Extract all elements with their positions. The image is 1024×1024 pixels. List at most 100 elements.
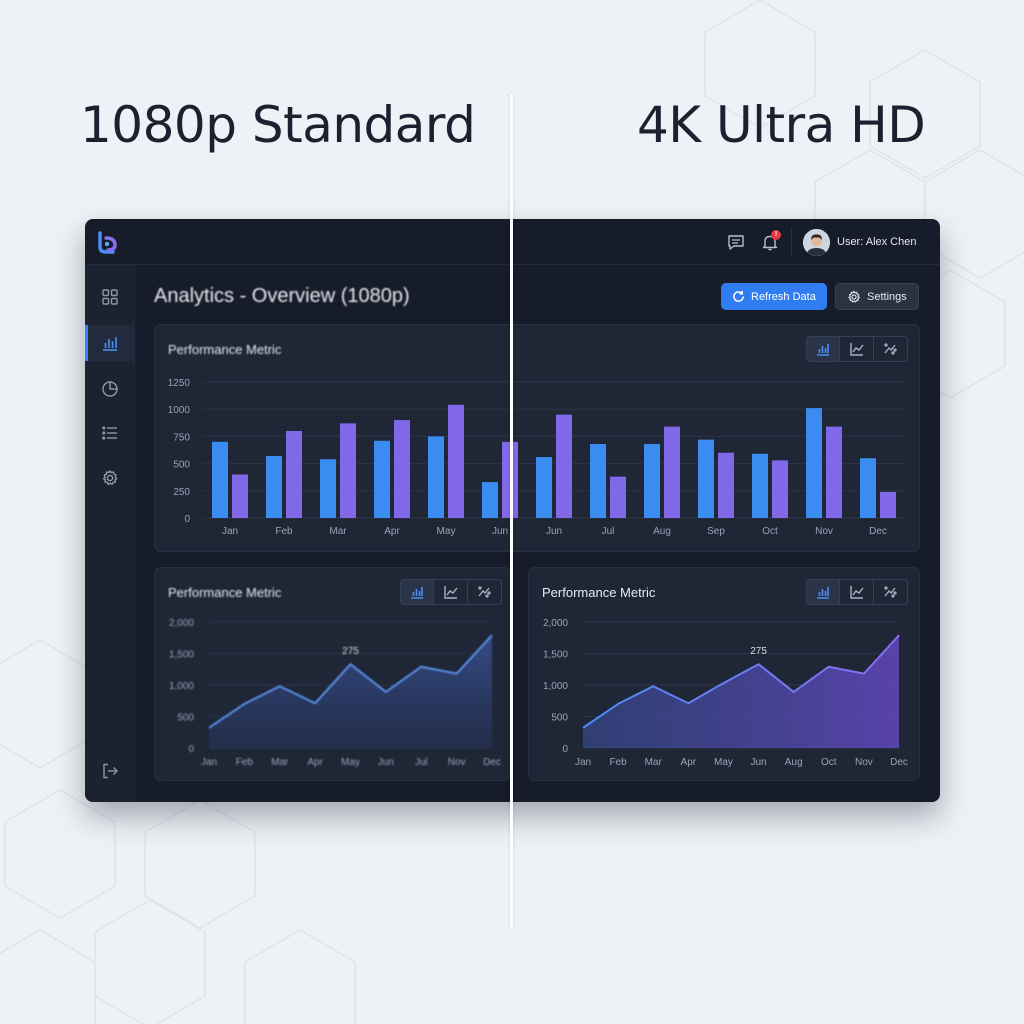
scatter-chart-icon — [884, 343, 897, 355]
bar-chart-icon — [411, 587, 424, 599]
x-tick-label: Apr — [384, 526, 400, 537]
line-view-button[interactable] — [840, 337, 874, 361]
resolution-label-left: 1080p Standard — [80, 96, 476, 154]
y-tick-label: 500 — [177, 713, 194, 724]
bar — [374, 440, 390, 518]
x-tick-label: Jun — [750, 757, 766, 768]
bar — [482, 482, 498, 518]
y-tick-label: 1,500 — [169, 650, 194, 661]
bar — [394, 420, 410, 518]
area-line — [208, 634, 493, 729]
gear-icon — [102, 470, 118, 486]
x-tick-label: Nov — [815, 526, 833, 537]
y-tick-label: 750 — [173, 432, 190, 443]
sidebar-item-settings[interactable] — [85, 460, 135, 496]
chart-title: Performance Metric — [542, 585, 656, 600]
sidebar-item-analytics[interactable] — [85, 325, 135, 361]
bar-chart-icon — [817, 344, 830, 356]
bar-chart-icon — [103, 337, 117, 351]
bar-view-button[interactable] — [807, 580, 841, 604]
x-tick-label: Aug — [785, 757, 803, 768]
data-annotation: 275 — [750, 646, 767, 657]
settings-button[interactable]: Settings — [835, 283, 919, 310]
x-tick-label: Dec — [869, 526, 887, 537]
scatter-view-button[interactable] — [874, 337, 907, 361]
refresh-data-button[interactable]: Refresh Data — [721, 283, 827, 310]
chart-type-toggle — [400, 579, 502, 605]
bar — [644, 444, 660, 518]
area-chart: 0 500 1,000 1,500 2,000 Jan Feb Mar Apr May Jun Jul… — [169, 618, 501, 768]
logout-icon — [103, 763, 118, 779]
sidebar-item-list[interactable] — [85, 415, 135, 451]
bar-chart-icon — [817, 587, 830, 599]
x-tick-label: Jan — [575, 757, 591, 768]
user-avatar[interactable] — [803, 229, 830, 256]
bar-chart: 0 250 500 750 1000 1250 Jan Feb Mar Apr May Jun Jun J… — [168, 378, 905, 537]
avatar-portrait — [803, 229, 830, 256]
y-tick-label: 1000 — [168, 405, 191, 416]
notification-badge: ! — [771, 230, 781, 240]
bar — [556, 414, 572, 518]
settings-label: Settings — [867, 290, 907, 303]
line-chart-icon — [443, 586, 458, 599]
refresh-icon — [733, 290, 744, 302]
topbar-divider — [791, 229, 792, 257]
sidebar-item-reports[interactable] — [85, 371, 135, 407]
line-view-button[interactable] — [434, 580, 468, 604]
bell-icon[interactable] — [761, 233, 779, 251]
x-tick-label: Jun — [378, 757, 394, 768]
y-tick-label: 0 — [562, 744, 568, 755]
y-tick-label: 0 — [184, 514, 190, 525]
comparison-divider — [510, 94, 513, 928]
line-chart-icon — [849, 586, 864, 599]
bar-chart-panel: Performance Metric 0 250 500 750 1000 1250 Jan… — [154, 324, 920, 552]
x-tick-label: Apr — [307, 757, 323, 768]
chart-type-toggle — [806, 336, 908, 362]
resolution-label-right: 4K Ultra HD — [637, 96, 926, 154]
x-tick-label: May — [341, 757, 360, 768]
x-tick-label: Mar — [329, 526, 347, 537]
area-chart-panel-1080p: Performance Metric — [154, 567, 511, 781]
y-tick-label: 1,000 — [543, 681, 568, 692]
x-tick-label: Jan — [201, 757, 217, 768]
scatter-chart-icon — [884, 586, 897, 598]
scatter-view-button[interactable] — [874, 580, 907, 604]
bar — [664, 426, 680, 518]
page-title: Analytics - Overview (1080p) — [154, 285, 410, 307]
app-logo-icon[interactable] — [95, 229, 121, 255]
bar — [536, 457, 552, 518]
bar-view-button[interactable] — [807, 337, 841, 361]
bar — [772, 460, 788, 518]
bar-view-button[interactable] — [401, 580, 435, 604]
x-tick-label: Dec — [483, 757, 501, 768]
y-tick-label: 1,000 — [169, 681, 194, 692]
x-tick-label: Sep — [707, 526, 725, 537]
sidebar-item-dashboard[interactable] — [85, 279, 135, 315]
x-tick-label: May — [714, 757, 733, 768]
area-chart-panel-4k: Performance Metric — [528, 567, 920, 781]
x-tick-label: Jun — [492, 526, 508, 537]
x-tick-label: May — [437, 526, 456, 537]
area-fill — [209, 635, 492, 748]
user-label[interactable]: User: Alex Chen — [837, 236, 917, 248]
message-icon[interactable] — [727, 233, 745, 251]
x-tick-label: Nov — [855, 757, 873, 768]
y-tick-label: 2,000 — [169, 618, 194, 629]
x-tick-label: Oct — [821, 757, 837, 768]
y-tick-label: 250 — [173, 487, 190, 498]
x-tick-label: Jul — [415, 757, 428, 768]
line-view-button[interactable] — [840, 580, 874, 604]
scatter-view-button[interactable] — [468, 580, 501, 604]
area-line — [582, 634, 900, 729]
bar — [860, 458, 876, 518]
chart-title: Performance Metric — [168, 342, 282, 357]
bar — [232, 474, 248, 518]
x-tick-label: Jul — [602, 526, 615, 537]
x-tick-label: Oct — [762, 526, 778, 537]
chart-type-toggle — [806, 579, 908, 605]
bar — [752, 453, 768, 518]
logout-button[interactable] — [85, 753, 135, 789]
x-tick-label: Apr — [681, 757, 697, 768]
x-tick-label: Dec — [890, 757, 908, 768]
